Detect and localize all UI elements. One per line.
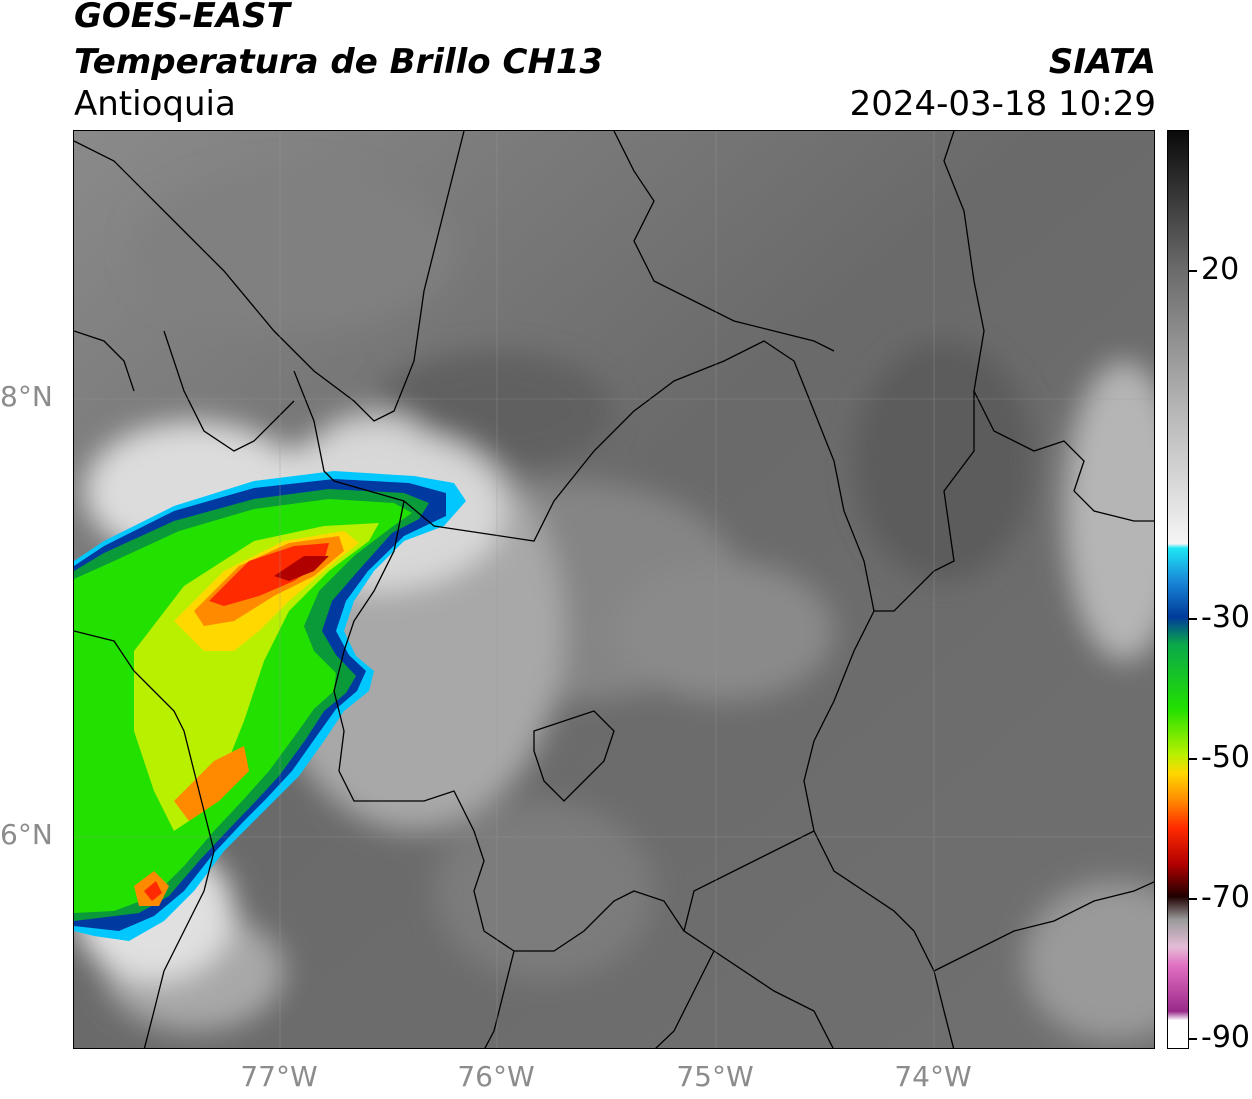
satellite-map[interactable] (73, 130, 1155, 1049)
colorbar-label-minus90: -90 (1201, 1020, 1250, 1055)
lon-label-76w: 76°W (457, 1060, 535, 1093)
colorbar (1167, 130, 1189, 1049)
lon-label-74w: 74°W (894, 1060, 972, 1093)
colorbar-tick (1189, 758, 1197, 760)
map-canvas (74, 131, 1154, 1048)
product-title: Temperatura de Brillo CH13 (74, 42, 604, 82)
colorbar-label-minus30: -30 (1201, 600, 1250, 635)
graticule (74, 131, 1154, 1048)
colorbar-label-minus50: -50 (1201, 740, 1250, 775)
colorbar-tick (1189, 270, 1197, 272)
lon-label-75w: 75°W (676, 1060, 754, 1093)
lat-label-6n: 6°N (0, 818, 53, 851)
colorbar-label-20: 20 (1201, 252, 1240, 287)
satellite-title: GOES-EAST (74, 0, 290, 36)
lat-label-8n: 8°N (0, 380, 53, 413)
region-label: Antioquia (74, 84, 236, 124)
colorbar-label-minus70: -70 (1201, 880, 1250, 915)
colorbar-tick (1189, 1038, 1197, 1040)
lon-label-77w: 77°W (240, 1060, 318, 1093)
colorbar-tick (1189, 618, 1197, 620)
cold-cloud-top (74, 471, 466, 941)
organization-label: SIATA (1048, 42, 1156, 82)
datetime-label: 2024-03-18 10:29 (849, 84, 1156, 124)
colorbar-tick (1189, 898, 1197, 900)
